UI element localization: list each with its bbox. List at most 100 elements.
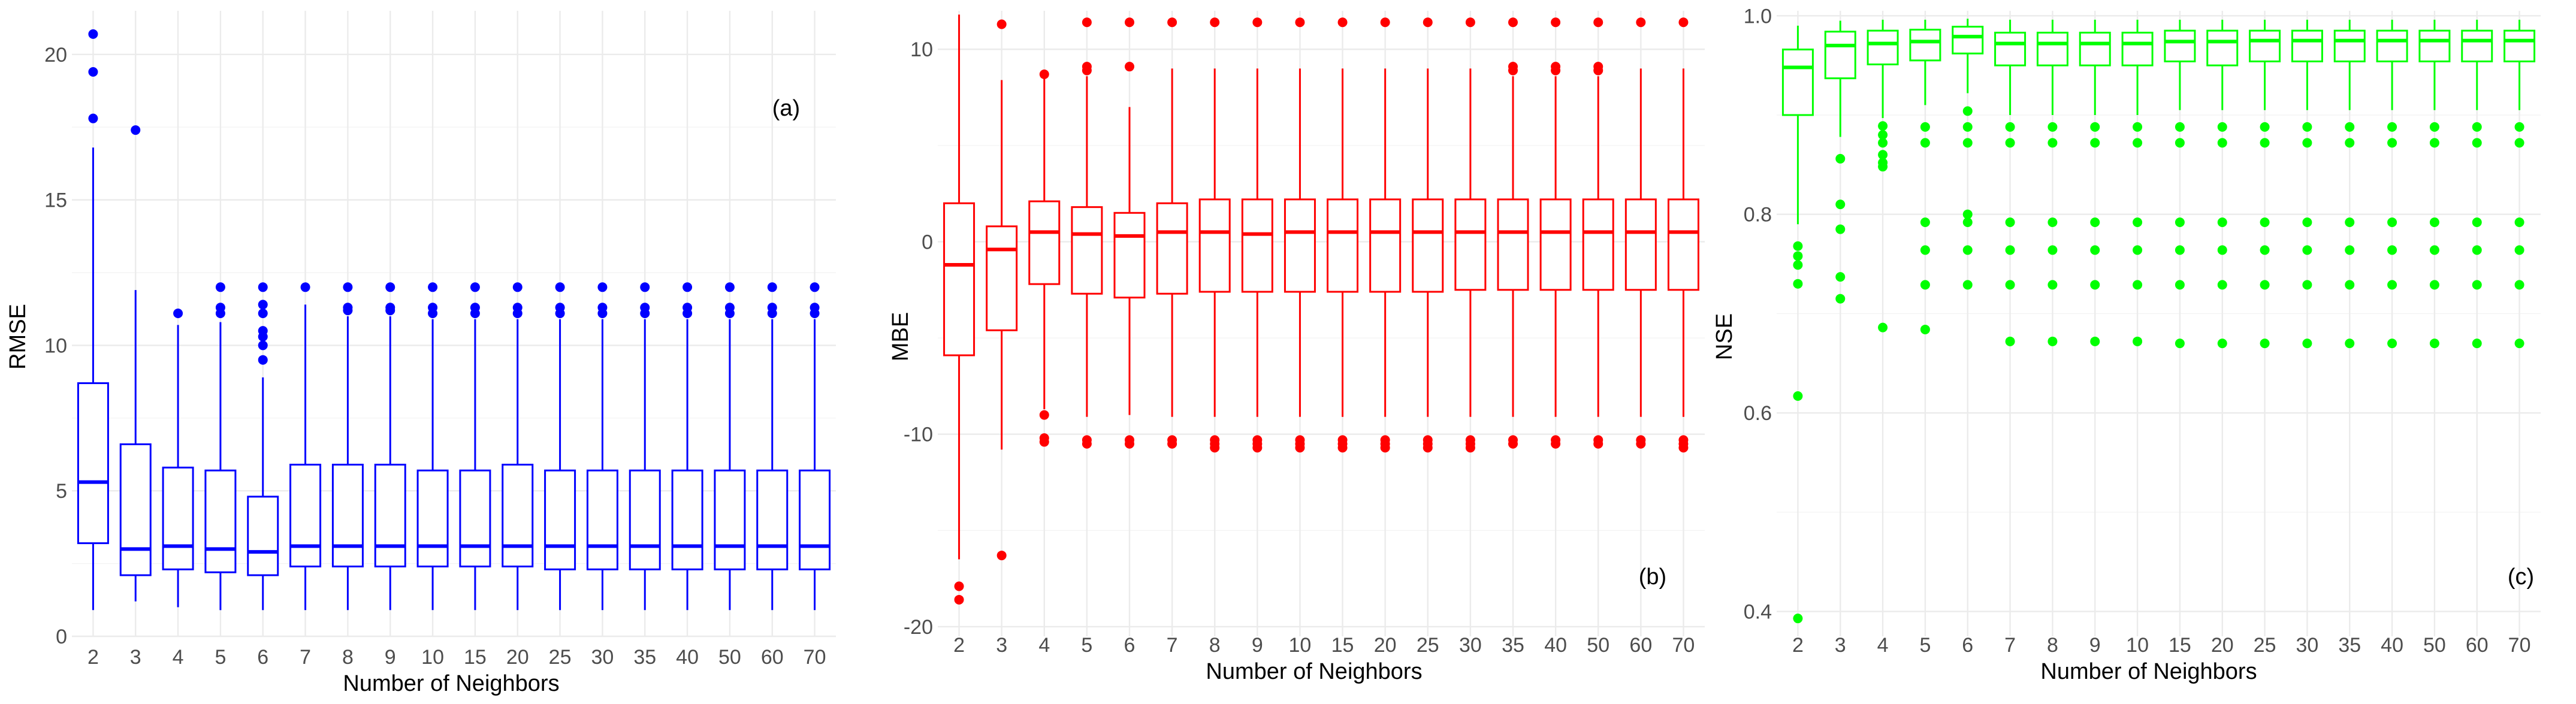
pc-outlier-point [1793, 260, 1803, 270]
pa-outlier-point [343, 282, 353, 292]
pb-x-tick-label: 60 [1629, 634, 1652, 657]
panel-c-label: (c) [2508, 564, 2534, 590]
pc-box [2376, 29, 2408, 63]
pc-outlier-point [1962, 138, 1973, 148]
pc-outlier-point [1920, 245, 1930, 255]
pc-y-tick-label: 0.8 [1744, 204, 1772, 226]
pc-box [2036, 31, 2068, 67]
pc-box [1781, 49, 1814, 116]
pb-outlier-point [1210, 17, 1220, 28]
pa-x-tick-label: 40 [676, 646, 699, 669]
pa-box [289, 464, 322, 567]
pc-outlier-point [1962, 122, 1973, 132]
pa-outlier-point [767, 303, 777, 313]
pb-outlier-point [1337, 17, 1348, 28]
pc-outlier-point [2387, 138, 2397, 148]
pc-box [1909, 28, 1941, 62]
pa-outlier-point [512, 303, 523, 313]
pb-outlier-point [1125, 439, 1134, 449]
pb-x-tick-label: 2 [953, 634, 965, 657]
pb-x-tick-label: 20 [1374, 634, 1397, 657]
pc-outlier-point [2217, 138, 2227, 148]
panel-c-x-axis-title: Number of Neighbors [2040, 659, 2257, 684]
pc-outlier-point [2133, 336, 2143, 346]
pa-outlier-point [597, 282, 608, 292]
panel-a-y-axis-title: RMSE [5, 304, 31, 370]
pb-x-tick-label: 25 [1417, 634, 1439, 657]
pa-box [799, 469, 831, 570]
pb-y-tick-label: -20 [904, 616, 933, 639]
pc-outlier-point [2260, 217, 2270, 227]
pa-outlier-point [88, 29, 98, 39]
pb-outlier-point [1252, 17, 1263, 28]
pc-y-tick-label: 1.0 [1744, 5, 1772, 28]
pa-y-tick-label: 0 [56, 626, 67, 648]
pb-outlier-point [1593, 439, 1603, 449]
pc-outlier-point [2090, 138, 2100, 148]
pc-x-tick-label: 35 [2338, 634, 2361, 657]
pc-outlier-point [2302, 339, 2312, 349]
pc-outlier-point [2133, 122, 2143, 132]
pa-box [671, 469, 703, 570]
pa-outlier-point [555, 303, 565, 313]
pc-x-tick-label: 25 [2254, 634, 2276, 657]
pa-outlier-point [640, 282, 650, 292]
pb-outlier-point [1125, 62, 1134, 72]
pc-outlier-point [2429, 245, 2439, 255]
pa-box [77, 382, 109, 545]
panel-a-x-axis-title: Number of Neighbors [343, 671, 559, 696]
pc-outlier-point [2514, 122, 2524, 132]
pc-outlier-point [2133, 245, 2143, 255]
pb-outlier-point [1551, 62, 1561, 72]
pc-outlier-point [2345, 122, 2355, 132]
pb-outlier-point [1082, 17, 1092, 28]
pa-outlier-point [810, 303, 820, 313]
pc-outlier-point [2260, 138, 2270, 148]
pc-outlier-point [2429, 217, 2439, 227]
pc-box [1824, 31, 1856, 80]
pc-outlier-point [2345, 339, 2355, 349]
pc-outlier-point [2345, 280, 2355, 290]
pb-box [1412, 198, 1444, 293]
pc-outlier-point [2090, 217, 2100, 227]
pb-box [1539, 198, 1572, 291]
pa-box [544, 469, 576, 570]
pa-outlier-point [343, 303, 353, 313]
pc-outlier-point [1793, 279, 1803, 289]
pa-outlier-point [682, 303, 693, 313]
pb-outlier-point [1508, 439, 1518, 449]
pc-outlier-point [2047, 122, 2058, 132]
pa-outlier-point [555, 282, 565, 292]
pa-outlier-point [258, 300, 268, 310]
pc-outlier-point [2472, 217, 2482, 227]
pc-x-tick-label: 9 [2089, 634, 2101, 657]
pb-box [1071, 206, 1103, 295]
pb-outlier-point [1508, 17, 1518, 28]
pc-outlier-point [2005, 122, 2015, 132]
pa-x-tick-label: 20 [506, 646, 529, 669]
pc-outlier-point [1920, 324, 1930, 334]
pc-box [1994, 31, 2027, 67]
pc-outlier-point [2047, 280, 2058, 290]
pb-box [1113, 211, 1146, 299]
pa-outlier-point [640, 303, 650, 313]
pb-outlier-point [996, 19, 1007, 29]
pb-box [1284, 198, 1316, 293]
pa-x-tick-label: 70 [804, 646, 826, 669]
pc-outlier-point [1878, 130, 1888, 140]
pa-box [119, 443, 152, 576]
pc-outlier-point [2175, 122, 2185, 132]
pc-outlier-point [2345, 138, 2355, 148]
pc-x-tick-label: 60 [2466, 634, 2489, 657]
pb-x-tick-label: 7 [1167, 634, 1178, 657]
pa-outlier-point [385, 282, 395, 292]
pc-outlier-point [2217, 339, 2227, 349]
pa-outlier-point [215, 303, 225, 313]
pc-outlier-point [2260, 339, 2270, 349]
pc-outlier-point [1920, 122, 1930, 132]
pc-outlier-point [2429, 138, 2439, 148]
panel-a-boxes [77, 29, 831, 611]
pc-outlier-point [2217, 122, 2227, 132]
pa-y-tick-label: 5 [56, 480, 67, 503]
